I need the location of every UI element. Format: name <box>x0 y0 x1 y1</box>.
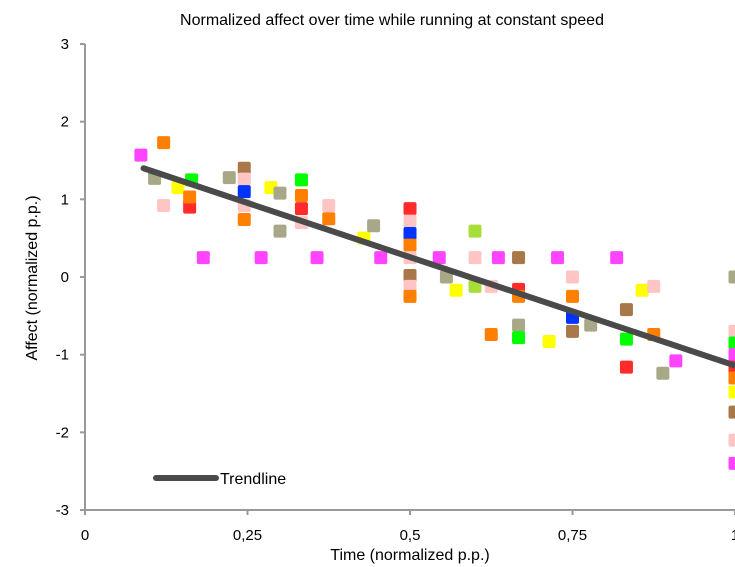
data-point <box>728 371 735 385</box>
data-point <box>439 270 453 284</box>
data-point <box>403 202 417 216</box>
data-point <box>551 251 565 265</box>
data-point <box>237 213 251 227</box>
data-point <box>157 136 171 150</box>
y-tick-label: 3 <box>61 36 69 53</box>
data-point <box>566 289 579 303</box>
data-points <box>134 136 735 470</box>
data-point <box>468 224 482 238</box>
data-point <box>403 279 417 293</box>
x-tick-label: 0,5 <box>400 527 421 544</box>
y-tick-label: -2 <box>56 424 69 441</box>
data-point <box>294 188 308 202</box>
data-point <box>619 303 633 317</box>
data-point <box>273 224 287 238</box>
data-point <box>512 251 526 265</box>
x-tick-label: 1 <box>731 527 735 544</box>
data-point <box>171 181 185 195</box>
data-point <box>619 360 633 374</box>
y-axis-label: Affect (normalized p.p.) <box>24 195 41 360</box>
data-point <box>512 318 526 332</box>
y-tick-label: 1 <box>61 191 69 208</box>
data-point <box>491 251 505 265</box>
y-tick-label: -3 <box>56 502 69 519</box>
data-point <box>647 279 661 293</box>
data-point <box>728 433 735 447</box>
data-point <box>403 238 417 252</box>
data-point <box>374 251 388 265</box>
data-point <box>566 324 579 338</box>
data-point <box>584 318 598 332</box>
data-point <box>484 327 498 341</box>
data-point <box>196 251 210 265</box>
data-point <box>183 190 197 204</box>
legend: Trendline <box>153 471 286 488</box>
data-point <box>254 251 268 265</box>
data-point <box>542 334 556 348</box>
y-tick-label: -1 <box>56 347 69 364</box>
y-axis-ticks: -3 -2 -1 0 1 2 3 <box>56 36 85 519</box>
data-point <box>222 171 236 185</box>
data-point <box>367 219 381 233</box>
data-point <box>635 283 649 297</box>
data-point <box>656 366 670 380</box>
data-point <box>669 354 683 368</box>
x-tick-label: 0,25 <box>233 527 262 544</box>
x-axis-label: Time (normalized p.p.) <box>330 547 489 564</box>
trendline <box>140 165 735 369</box>
data-point <box>237 185 251 199</box>
data-point <box>403 227 417 241</box>
data-point <box>157 199 171 213</box>
data-point <box>619 332 633 346</box>
data-point <box>322 199 336 213</box>
data-point <box>432 251 446 265</box>
data-point <box>403 268 417 282</box>
data-point <box>322 212 336 226</box>
data-point <box>403 214 417 228</box>
data-point <box>728 405 735 419</box>
data-point <box>294 173 308 187</box>
data-point <box>294 202 308 216</box>
x-axis-ticks: 0 0,25 0,5 0,75 1 <box>81 510 735 544</box>
data-point <box>237 172 251 186</box>
data-point <box>728 270 735 284</box>
data-point <box>310 251 324 265</box>
data-point <box>512 331 526 345</box>
data-point <box>403 289 417 303</box>
data-point <box>468 251 482 265</box>
y-tick-label: 2 <box>61 114 69 131</box>
x-tick-label: 0 <box>81 527 89 544</box>
data-point <box>610 251 624 265</box>
data-point <box>566 270 579 284</box>
data-point <box>134 148 148 162</box>
data-point <box>237 161 251 175</box>
x-tick-label: 0,75 <box>558 527 587 544</box>
data-point <box>273 186 287 200</box>
data-point <box>728 456 735 470</box>
data-point <box>728 324 735 338</box>
data-point <box>183 200 197 214</box>
chart-title: Normalized affect over time while runnin… <box>180 12 604 29</box>
data-point <box>728 385 735 399</box>
data-point <box>728 348 735 362</box>
y-tick-label: 0 <box>61 269 69 286</box>
data-point <box>449 283 463 297</box>
data-point <box>728 336 735 350</box>
legend-trendline-label: Trendline <box>220 471 286 488</box>
